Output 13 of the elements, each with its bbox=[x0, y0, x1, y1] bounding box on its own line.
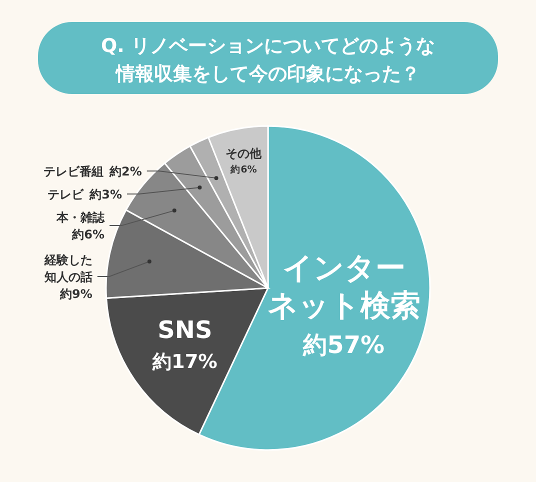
slice-label: その他 bbox=[226, 146, 263, 160]
slice-label: 本・雑誌 bbox=[56, 210, 106, 225]
slice-label: 経験した知人の話 bbox=[43, 252, 92, 284]
data-label: 約6% bbox=[230, 163, 258, 176]
data-label: 約9% bbox=[59, 286, 92, 301]
slice-label: インターネット検索 bbox=[267, 250, 420, 324]
slice-label: SNS bbox=[158, 316, 212, 344]
chart-title: Q. リノベーションについてどのような情報収集をして今の印象になった？ bbox=[101, 35, 435, 85]
data-label: 約17% bbox=[151, 350, 218, 373]
data-label: 約57% bbox=[302, 330, 385, 359]
slice-label: テレビ番組 約2% bbox=[44, 164, 142, 179]
slice-label: テレビ 約3% bbox=[48, 188, 122, 202]
data-label: 約6% bbox=[71, 228, 105, 242]
